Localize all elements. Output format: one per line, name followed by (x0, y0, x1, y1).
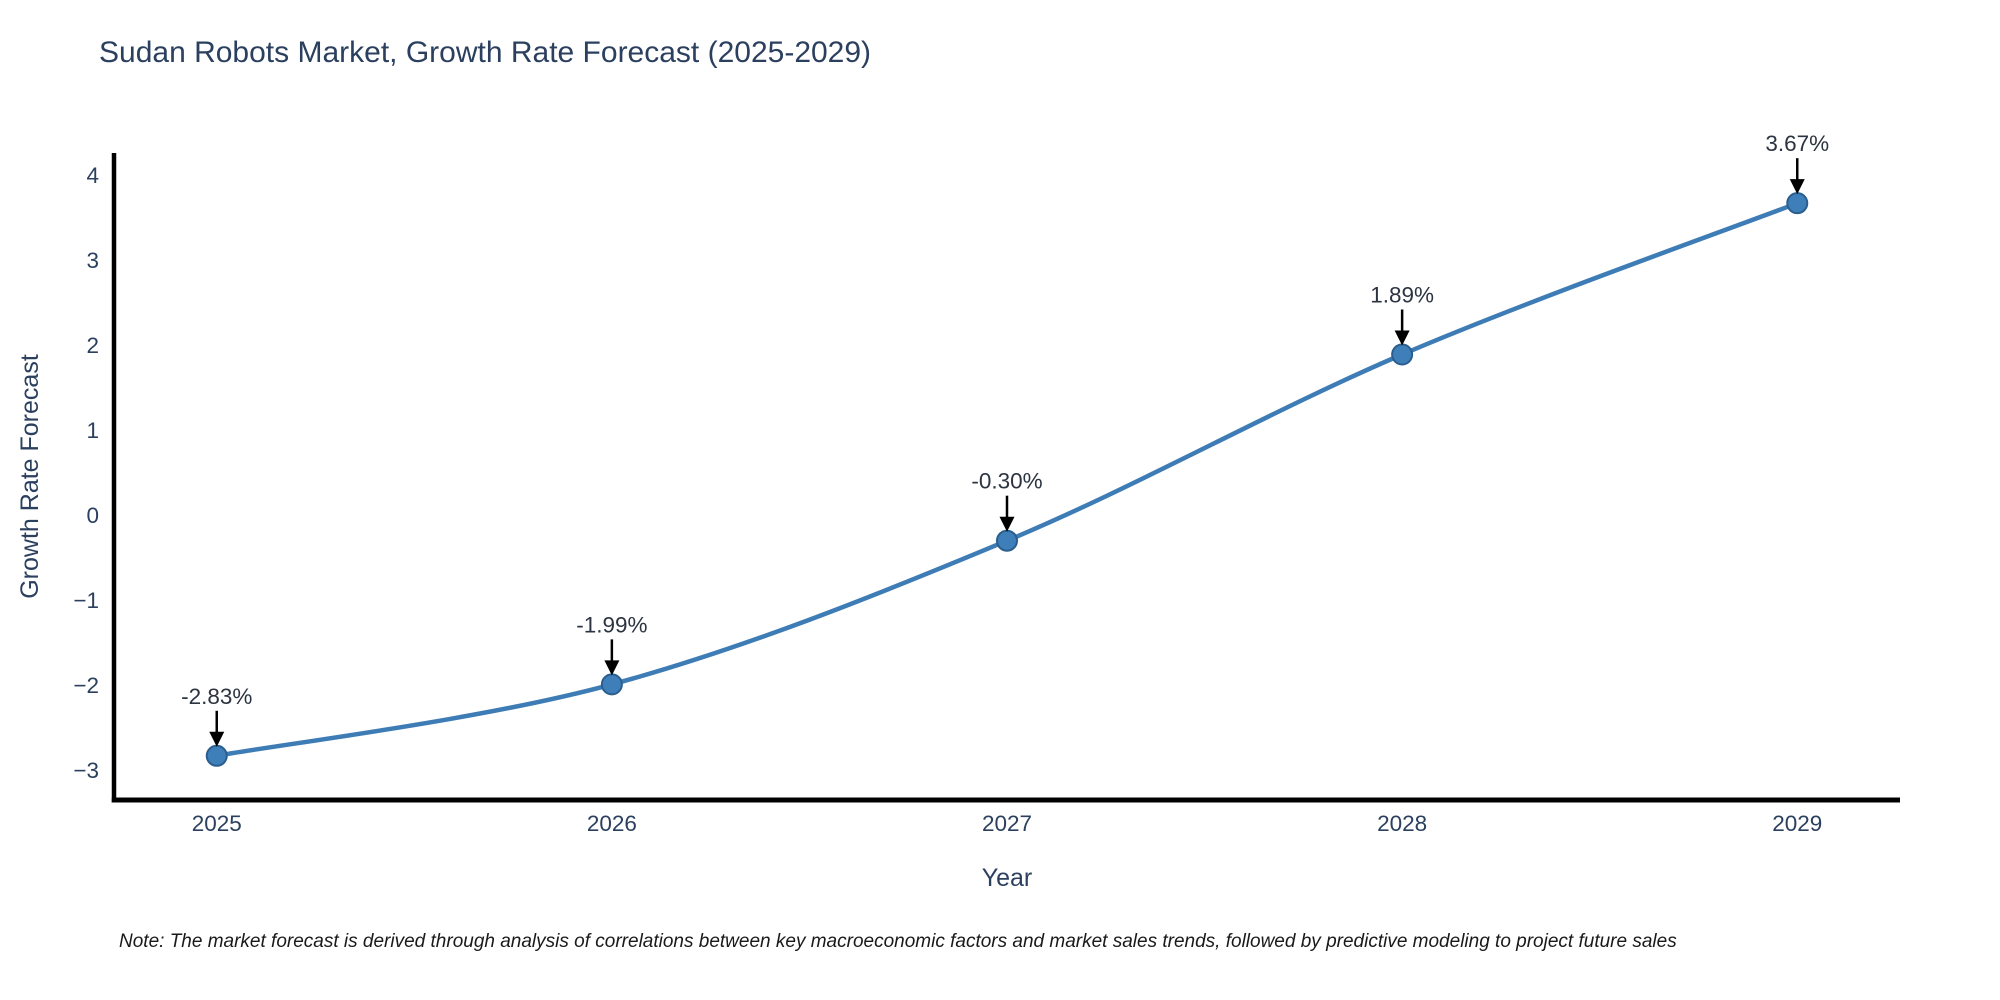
y-tick-label: 4 (86, 163, 99, 188)
chart-title: Sudan Robots Market, Growth Rate Forecas… (99, 36, 872, 69)
x-tick-label: 2026 (587, 811, 637, 836)
annotation-arrowhead (604, 660, 620, 676)
y-tick-label: 2 (86, 333, 99, 358)
annotation-arrowhead (1394, 330, 1410, 346)
x-tick-label: 2025 (192, 811, 242, 836)
x-tick-label: 2028 (1377, 811, 1427, 836)
annotation-label: -2.83% (181, 684, 252, 709)
x-tick-label: 2029 (1772, 811, 1822, 836)
annotation-label: -1.99% (576, 612, 647, 637)
y-tick-label: 1 (86, 418, 99, 443)
x-tick-label: 2027 (982, 811, 1032, 836)
y-tick-label: −2 (73, 673, 99, 698)
chart-footnote: Note: The market forecast is derived thr… (119, 931, 1677, 952)
y-tick-label: −3 (73, 758, 99, 783)
annotation-label: -0.30% (971, 469, 1042, 494)
data-point-marker-2028 (1391, 343, 1414, 366)
x-axis-title: Year (982, 864, 1033, 892)
data-point-marker-2029 (1786, 192, 1809, 215)
y-axis-title: Growth Rate Forecast (16, 354, 44, 599)
y-tick-label: 0 (86, 503, 99, 528)
data-point-marker-2025 (205, 744, 228, 767)
annotation-arrowhead (209, 731, 225, 747)
data-point-marker-2026 (600, 673, 623, 696)
y-tick-label: 3 (86, 248, 99, 273)
annotation-arrowhead (999, 516, 1015, 532)
y-tick-label: −1 (73, 588, 99, 613)
annotation-label: 1.89% (1370, 282, 1434, 307)
annotation-arrowhead (1789, 179, 1805, 195)
data-point-marker-2027 (996, 529, 1018, 552)
annotation-label: 3.67% (1765, 131, 1829, 156)
